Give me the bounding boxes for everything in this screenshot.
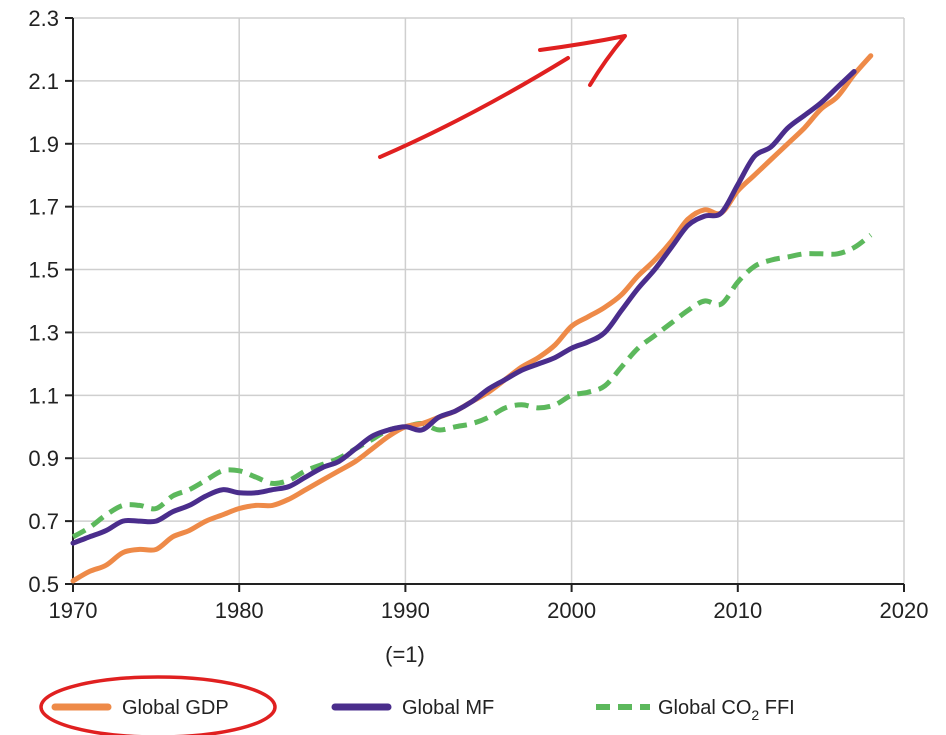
x-tick-label-4: 2010 <box>713 598 762 623</box>
red-arrow-annotation <box>378 34 627 159</box>
arrow-head <box>538 34 627 87</box>
y-tick-label-3: 1.1 <box>28 383 59 408</box>
series-line-1 <box>70 69 857 546</box>
x-tick-label-0: 1970 <box>49 598 98 623</box>
legend-label-co2: Global CO2 FFI <box>658 697 795 723</box>
legend-label-gdp: Global GDP <box>122 697 229 719</box>
y-tick-label-7: 1.9 <box>28 132 59 157</box>
y-tick-label-5: 1.5 <box>28 258 59 283</box>
x-tick-label-1: 1980 <box>215 598 264 623</box>
y-tick-label-1: 0.7 <box>28 509 59 534</box>
y-tick-label-6: 1.7 <box>28 195 59 220</box>
y-tick-label-0: 0.5 <box>28 572 59 597</box>
x-axis-note: (=1) <box>385 642 425 667</box>
series-line-2 <box>71 233 873 540</box>
arrow-shaft <box>378 56 570 159</box>
y-tick-label-8: 2.1 <box>28 69 59 94</box>
red-circle-annotation <box>39 675 277 735</box>
x-tick-label-3: 2000 <box>547 598 596 623</box>
legend-label-mf: Global MF <box>402 697 494 719</box>
y-tick-labels: 0.5 0.7 0.9 1.1 1.3 1.5 1.7 1.9 2.1 2.3 <box>28 6 59 597</box>
data-series <box>70 53 874 584</box>
x-tick-label-5: 2020 <box>880 598 929 623</box>
y-tick-label-9: 2.3 <box>28 6 59 31</box>
legend: Global GDP Global MF Global CO2 FFI <box>39 675 795 735</box>
x-tick-labels: 1970 1980 1990 2000 2010 2020 <box>49 598 929 623</box>
y-tick-label-4: 1.3 <box>28 320 59 345</box>
y-tick-label-2: 0.9 <box>28 446 59 471</box>
chart-axes <box>65 17 905 592</box>
grid-lines <box>73 17 905 585</box>
x-tick-label-2: 1990 <box>381 598 430 623</box>
